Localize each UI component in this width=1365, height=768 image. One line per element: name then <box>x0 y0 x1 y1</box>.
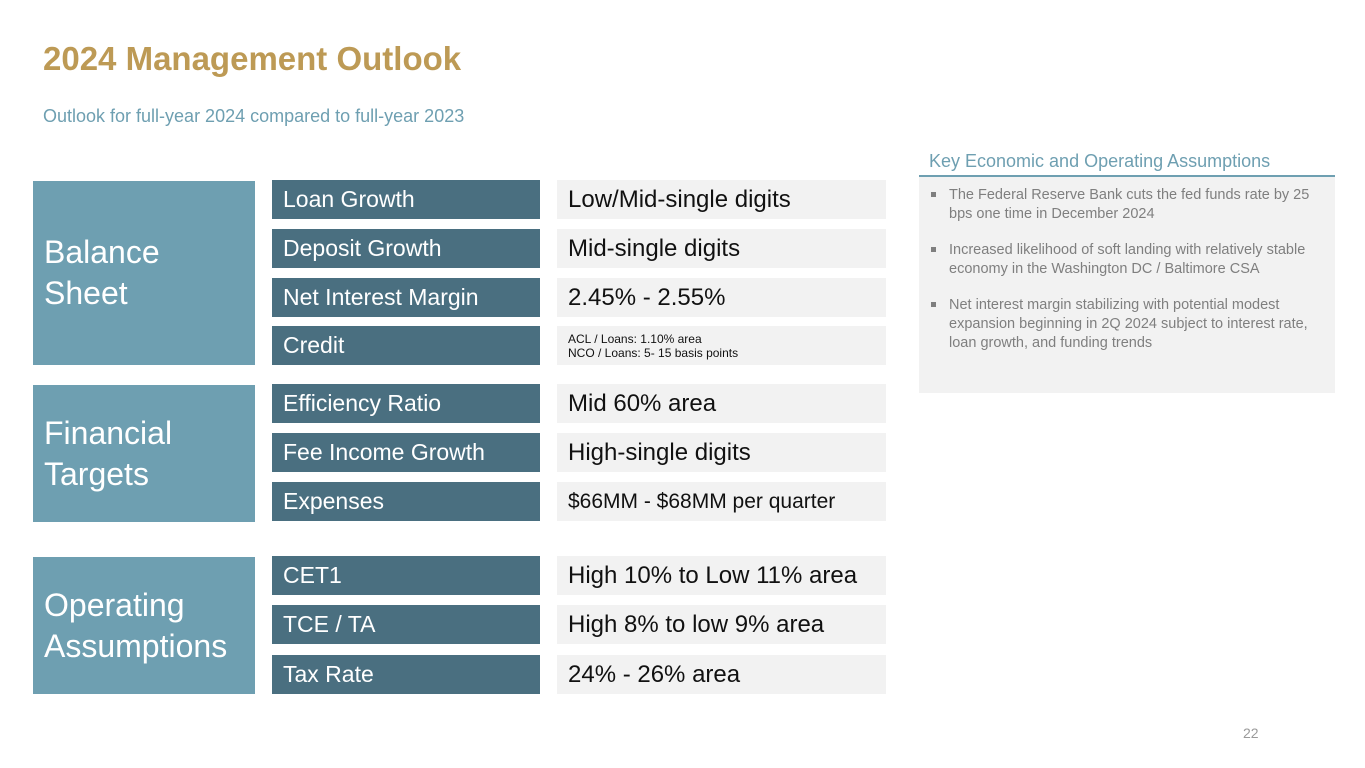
value-cet1: High 10% to Low 11% area <box>557 556 886 595</box>
assumption-item: The Federal Reserve Bank cuts the fed fu… <box>929 186 1324 224</box>
label-expenses: Expenses <box>272 482 540 521</box>
value-expenses: $66MM - $68MM per quarter <box>557 482 886 521</box>
label-net-interest-margin: Net Interest Margin <box>272 278 540 317</box>
label-tax-rate: Tax Rate <box>272 655 540 694</box>
label-cet1: CET1 <box>272 556 540 595</box>
value-credit-nco: NCO / Loans: 5- 15 basis points <box>568 345 739 360</box>
value-deposit-growth: Mid-single digits <box>557 229 886 268</box>
bullet-icon <box>931 302 936 307</box>
bullet-icon <box>931 192 936 197</box>
page-number: 22 <box>1243 725 1259 741</box>
value-loan-growth: Low/Mid-single digits <box>557 180 886 219</box>
slide-title: 2024 Management Outlook <box>43 40 462 77</box>
assumptions-divider <box>919 175 1335 177</box>
slide-subtitle: Outlook for full-year 2024 compared to f… <box>43 106 465 126</box>
label-efficiency-ratio: Efficiency Ratio <box>272 384 540 423</box>
value-net-interest-margin: 2.45% - 2.55% <box>557 278 886 317</box>
label-deposit-growth: Deposit Growth <box>272 229 540 268</box>
assumptions-title: Key Economic and Operating Assumptions <box>929 151 1271 171</box>
assumptions-list: The Federal Reserve Bank cuts the fed fu… <box>929 186 1324 370</box>
value-credit: ACL / Loans: 1.10% area NCO / Loans: 5- … <box>557 326 886 365</box>
label-fee-income-growth: Fee Income Growth <box>272 433 540 472</box>
value-tax-rate: 24% - 26% area <box>557 655 886 694</box>
assumptions-panel <box>919 177 1335 393</box>
group-financial-targets: Financial Targets <box>33 385 255 522</box>
value-credit-acl: ACL / Loans: 1.10% area <box>568 331 702 346</box>
bullet-icon <box>931 247 936 252</box>
value-fee-income-growth: High-single digits <box>557 433 886 472</box>
value-efficiency-ratio: Mid 60% area <box>557 384 886 423</box>
assumption-item: Increased likelihood of soft landing wit… <box>929 241 1324 279</box>
value-tce-ta: High 8% to low 9% area <box>557 605 886 644</box>
group-balance-sheet: Balance Sheet <box>33 181 255 365</box>
assumption-item: Net interest margin stabilizing with pot… <box>929 296 1324 353</box>
group-operating-assumptions: Operating Assumptions <box>33 557 255 694</box>
label-tce-ta: TCE / TA <box>272 605 540 644</box>
label-loan-growth: Loan Growth <box>272 180 540 219</box>
label-credit: Credit <box>272 326 540 365</box>
